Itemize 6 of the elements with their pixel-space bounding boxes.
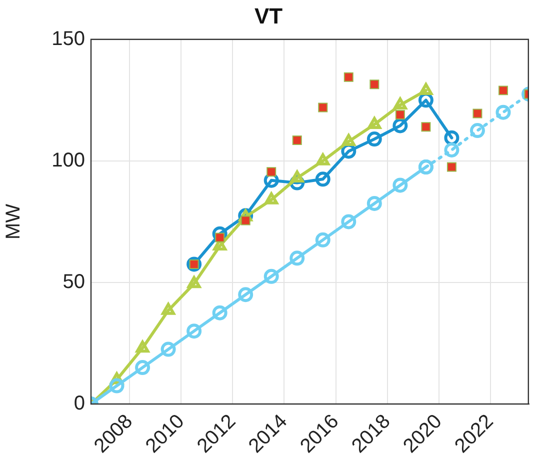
chart-title: VT: [254, 3, 284, 28]
y-axis-title: MW: [2, 204, 25, 240]
y-tick-label: 150: [52, 28, 85, 50]
y-tick-label: 100: [52, 149, 85, 172]
y-tick-label: 50: [62, 270, 85, 293]
y-tick-label: 0: [74, 392, 85, 415]
